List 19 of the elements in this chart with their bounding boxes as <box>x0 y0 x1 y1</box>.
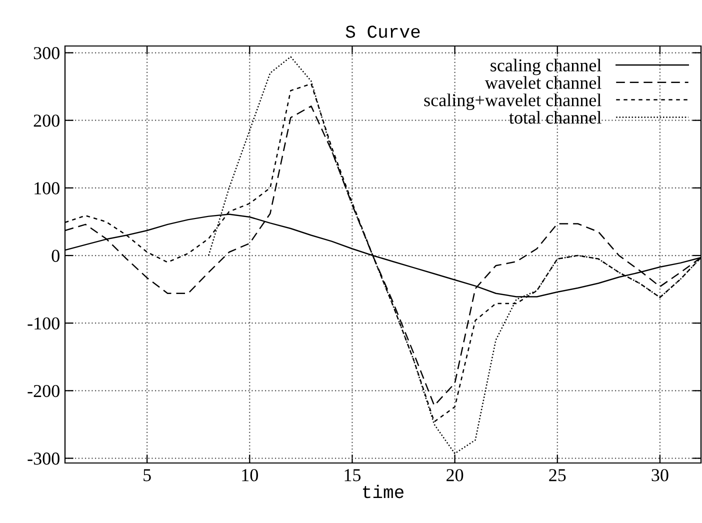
y-tick-label: -200 <box>28 384 60 398</box>
y-tick-label: -300 <box>28 452 60 465</box>
legend-label: wavelet channel <box>484 76 602 89</box>
y-tick-label: 0 <box>52 250 60 262</box>
x-tick-label: 5 <box>144 469 151 482</box>
y-tick-label: 200 <box>34 114 60 127</box>
x-tick-label: 10 <box>242 469 258 482</box>
legend-label: total channel <box>509 111 602 124</box>
x-tick-label: 30 <box>652 469 668 482</box>
y-tick-label: -100 <box>28 317 60 330</box>
x-tick-label: 20 <box>446 469 464 482</box>
chart-title: S Curve <box>346 26 420 38</box>
legend-label: scaling channel <box>490 58 602 76</box>
x-axis-title: time <box>363 484 404 498</box>
legend-label: scaling+wavelet channel <box>424 94 602 110</box>
x-tick-label: 25 <box>549 469 566 482</box>
y-tick-label: 100 <box>34 182 60 194</box>
y-tick-label: 300 <box>34 47 60 60</box>
x-tick-label: 15 <box>344 469 361 482</box>
